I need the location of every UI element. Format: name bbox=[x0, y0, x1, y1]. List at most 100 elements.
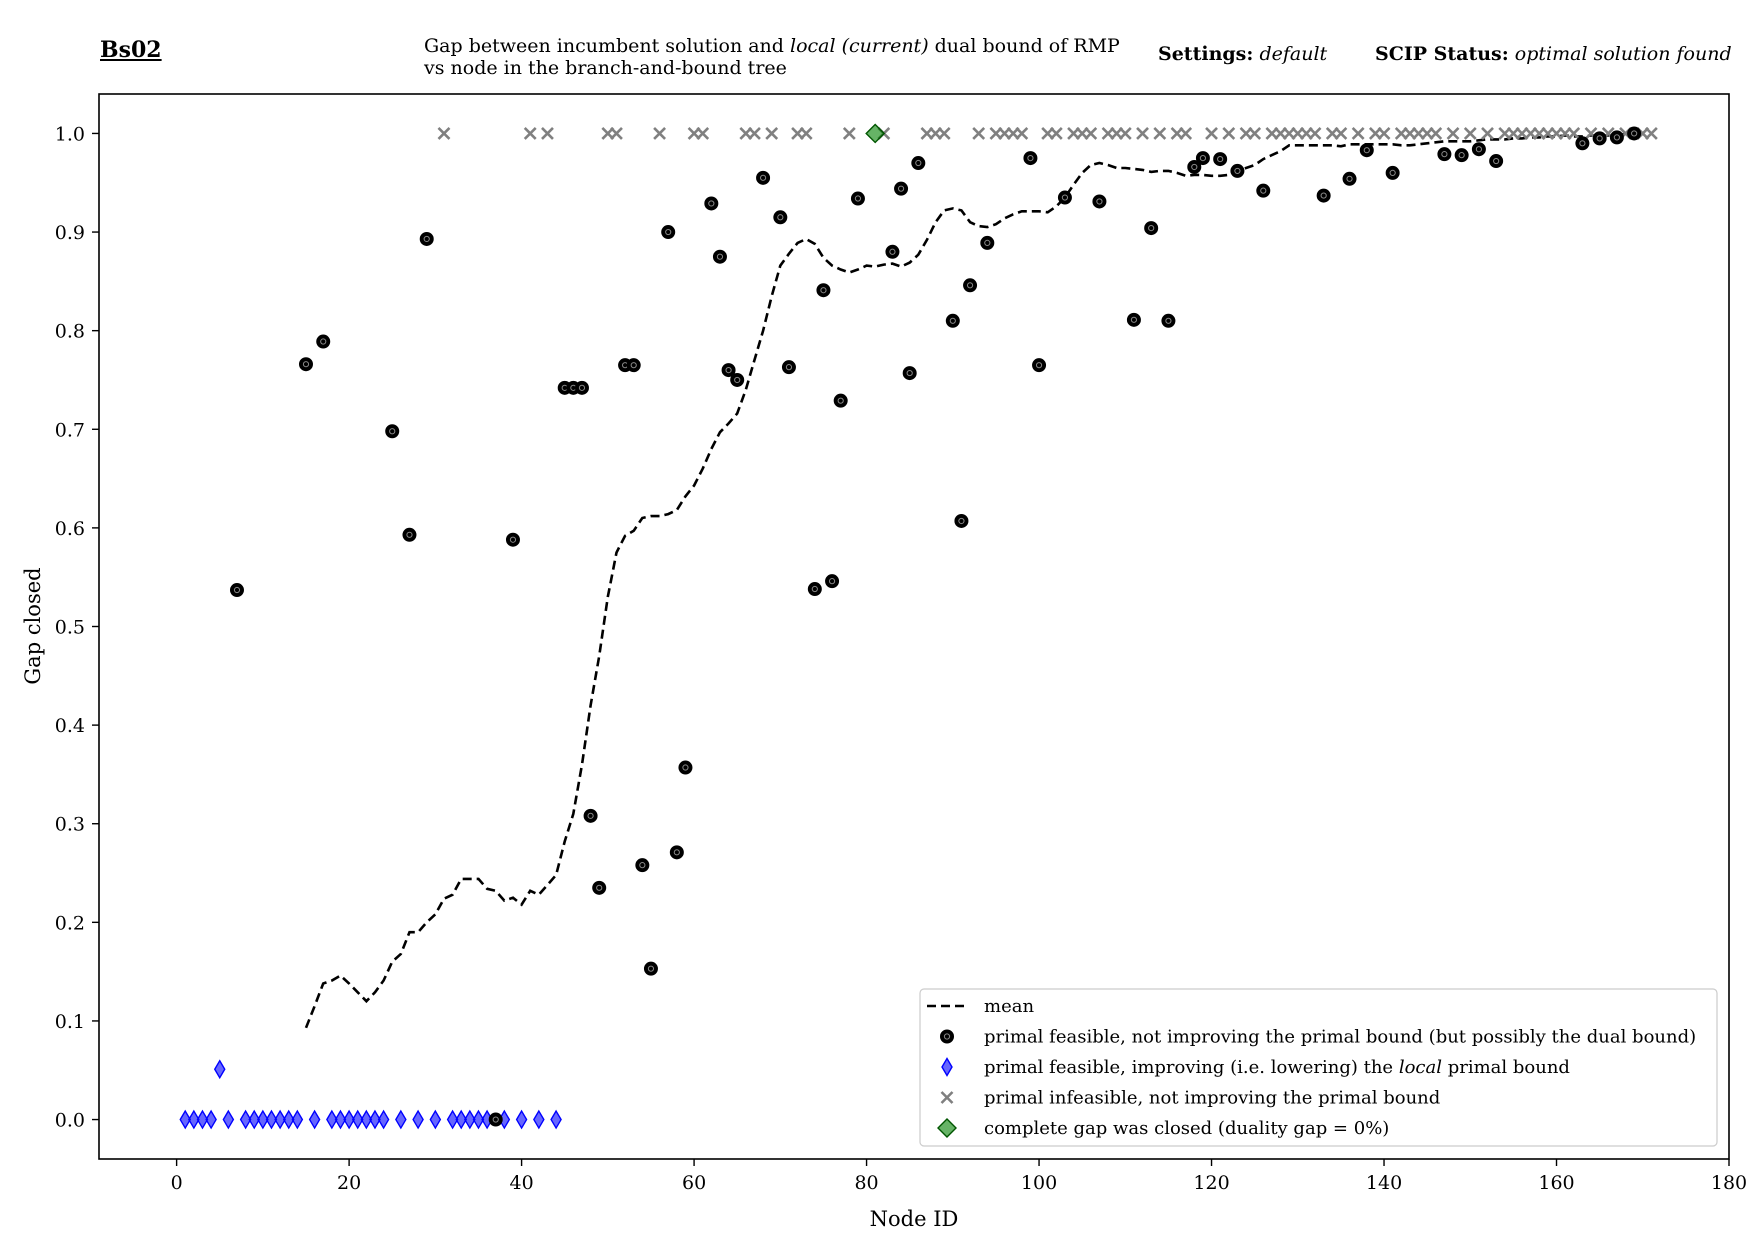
instance-name: Bs02 bbox=[100, 37, 162, 63]
legend-label: primal feasible, not improving the prima… bbox=[984, 1027, 1696, 1048]
feasible-point-core bbox=[1096, 198, 1103, 205]
feasible-point bbox=[626, 358, 641, 373]
feasible-point bbox=[945, 313, 960, 328]
improving-point bbox=[222, 1109, 235, 1130]
series-improving bbox=[179, 1059, 562, 1130]
feasible-point bbox=[1627, 126, 1642, 141]
improving-point bbox=[429, 1109, 442, 1130]
feasible-point bbox=[1437, 147, 1452, 162]
infeasible-point bbox=[541, 127, 554, 140]
series-closed bbox=[865, 123, 886, 144]
y-tick-label: 1.0 bbox=[55, 123, 85, 145]
feasible-point-core bbox=[811, 585, 818, 593]
infeasible-point bbox=[1481, 127, 1494, 140]
feasible-point-core bbox=[1199, 154, 1207, 162]
feasible-point-core bbox=[509, 536, 517, 543]
feasible-point bbox=[902, 366, 917, 381]
series-mean bbox=[304, 132, 1635, 1029]
x-tick-label: 120 bbox=[1193, 1172, 1229, 1194]
infeasible-point bbox=[1118, 127, 1132, 140]
improving-point bbox=[351, 1109, 364, 1130]
feasible-point-core bbox=[1148, 225, 1155, 232]
infeasible-point bbox=[1136, 127, 1149, 140]
infeasible-point bbox=[696, 127, 710, 140]
feasible-point-core bbox=[1458, 152, 1465, 159]
improving-point bbox=[395, 1109, 407, 1130]
x-tick-label: 0 bbox=[171, 1172, 183, 1194]
feasible-point-core bbox=[682, 764, 689, 771]
feasible-point-core bbox=[1363, 147, 1370, 154]
feasible-point bbox=[885, 244, 900, 259]
x-tick-label: 100 bbox=[1021, 1172, 1057, 1194]
feasible-point-core bbox=[915, 159, 922, 167]
legend-box bbox=[919, 988, 1718, 1147]
improving-point bbox=[533, 1109, 545, 1130]
feasible-point bbox=[781, 360, 796, 375]
feasible-point-core bbox=[716, 253, 724, 260]
feasible-point bbox=[1385, 165, 1400, 180]
feasible-point-core bbox=[423, 235, 430, 243]
feasible-point bbox=[954, 513, 969, 528]
plot-frame bbox=[98, 93, 1730, 1160]
infeasible-point bbox=[1015, 127, 1029, 140]
improving-point bbox=[377, 1109, 390, 1130]
feasible-point-core bbox=[759, 174, 767, 181]
feasible-point-core bbox=[1217, 155, 1224, 163]
feasible-point bbox=[1592, 131, 1607, 146]
feasible-point-core bbox=[320, 338, 327, 345]
feasible-point bbox=[583, 808, 598, 823]
feasible-point-core bbox=[906, 369, 913, 377]
feasible-point bbox=[721, 363, 736, 378]
feasible-point bbox=[816, 283, 831, 298]
feasible-point bbox=[229, 583, 244, 598]
improving-point bbox=[360, 1109, 373, 1130]
infeasible-point bbox=[1644, 127, 1658, 140]
improving-point bbox=[291, 1109, 304, 1130]
feasible-point bbox=[773, 210, 788, 225]
settings-value: default bbox=[1259, 43, 1328, 65]
feasible-point-core bbox=[837, 397, 844, 404]
infeasible-point bbox=[1377, 127, 1391, 140]
legend-swatch-core bbox=[943, 1033, 951, 1040]
legend-label-italic: local bbox=[1399, 1057, 1442, 1078]
feasible-point-core bbox=[725, 367, 732, 374]
feasible-point bbox=[643, 961, 658, 976]
chart-description: Gap between incumbent solution and local… bbox=[424, 35, 1124, 80]
feasible-point-core bbox=[630, 362, 637, 369]
y-tick-label: 0.6 bbox=[55, 518, 85, 540]
y-tick-label: 0.4 bbox=[55, 715, 85, 737]
feasible-point-core bbox=[389, 428, 396, 435]
infeasible-point bbox=[799, 127, 813, 140]
feasible-point bbox=[1032, 358, 1047, 373]
improving-point bbox=[464, 1109, 476, 1130]
legend-entry-infeasible: primal infeasible, not improving the pri… bbox=[940, 1088, 1440, 1109]
feasible-point-core bbox=[966, 282, 974, 289]
y-tick-label: 0.0 bbox=[55, 1110, 85, 1132]
legend-entry-mean: mean bbox=[927, 996, 1034, 1017]
feasible-point-core bbox=[958, 517, 965, 525]
feasible-point bbox=[669, 845, 684, 860]
infeasible-point bbox=[1153, 127, 1167, 140]
improving-point bbox=[282, 1109, 295, 1130]
feasible-point-core bbox=[949, 317, 956, 324]
x-tick-label: 160 bbox=[1538, 1172, 1574, 1194]
feasible-point bbox=[419, 231, 434, 246]
feasible-point bbox=[385, 424, 400, 439]
legend-entry-improving: primal feasible, improving (i.e. lowerin… bbox=[941, 1057, 1570, 1078]
feasible-point bbox=[1471, 142, 1486, 157]
y-tick-label: 0.5 bbox=[55, 617, 85, 639]
improving-point bbox=[334, 1109, 347, 1130]
feasible-point bbox=[1092, 194, 1107, 209]
series-feasible bbox=[229, 126, 1642, 1127]
infeasible-point bbox=[1084, 127, 1098, 140]
feasible-point bbox=[1609, 130, 1624, 145]
legend-swatch bbox=[940, 1091, 954, 1104]
feasible-point-core bbox=[708, 200, 715, 207]
legend-entry-feasible: primal feasible, not improving the prima… bbox=[940, 1027, 1696, 1048]
infeasible-point bbox=[1205, 127, 1218, 140]
y-tick-label: 0.8 bbox=[55, 321, 85, 343]
infeasible-point bbox=[842, 127, 856, 140]
feasible-point bbox=[592, 880, 607, 895]
infeasible-point bbox=[748, 127, 761, 140]
feasible-point-core bbox=[984, 239, 991, 247]
